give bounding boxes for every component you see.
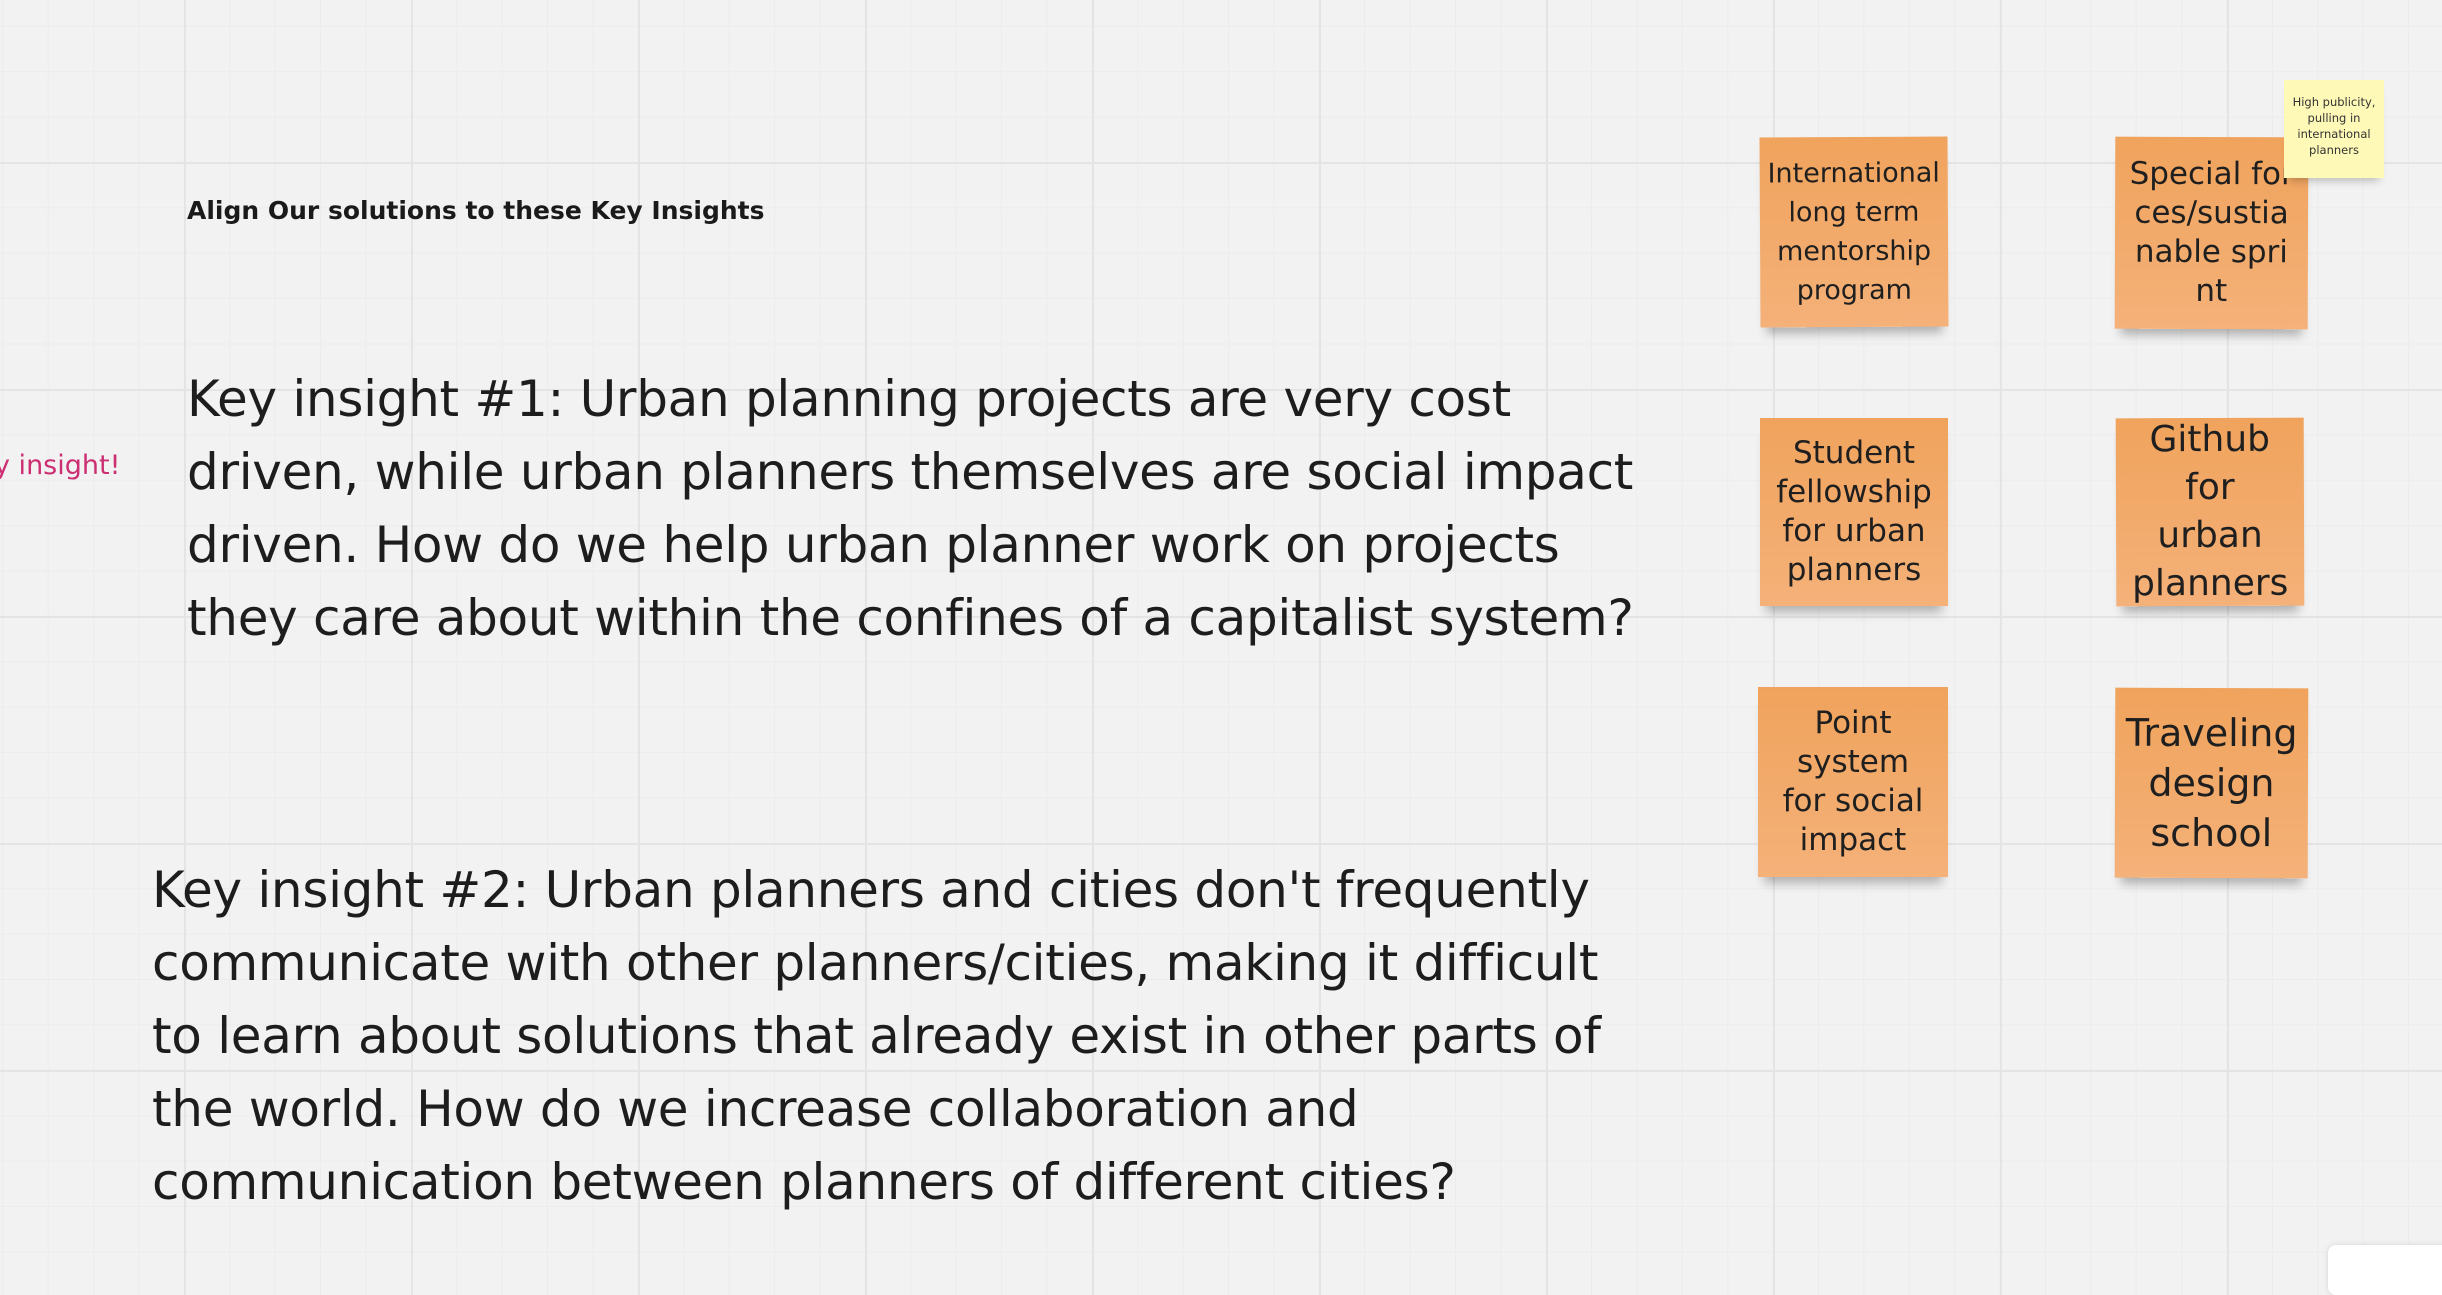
sticky-note-traveling-school[interactable]: Traveling design school [2114, 687, 2309, 879]
sticky-note-mentorship[interactable]: International long term mentorship progr… [1759, 136, 1949, 328]
sticky-note-special-forces[interactable]: Special forces/sustianable sprint [2114, 136, 2309, 330]
sticky-note-text: Github for urban planners [2132, 418, 2289, 605]
sticky-note-github[interactable]: Github for urban planners [2115, 417, 2305, 607]
key-insight-1-text[interactable]: Key insight #1: Urban planning projects … [187, 370, 1634, 647]
yellow-sticky-note[interactable]: High publicity, pulling in international… [2284, 80, 2384, 178]
sticky-note-text: High publicity, pulling in international… [2292, 95, 2376, 157]
sticky-note-point-system[interactable]: Point system for social impact [1758, 687, 1948, 877]
corner-panel[interactable] [2328, 1245, 2442, 1295]
sticky-note-text: International long term mentorship progr… [1767, 157, 1940, 307]
sticky-note-text: Student fellowship for urban planners [1776, 435, 1932, 588]
sticky-note-text: Traveling design school [2125, 710, 2298, 856]
sticky-note-student-fellowship[interactable]: Student fellowship for urban planners [1760, 418, 1948, 606]
sticky-note-text: Special forces/sustianable sprint [2129, 155, 2294, 310]
sticky-note-text: Point system for social impact [1782, 705, 1924, 858]
frame-heading[interactable]: Align Our solutions to these Key Insight… [187, 196, 765, 225]
side-label-text[interactable]: y insight! [0, 450, 121, 481]
key-insight-2-text[interactable]: Key insight #2: Urban planners and citie… [152, 861, 1601, 1211]
